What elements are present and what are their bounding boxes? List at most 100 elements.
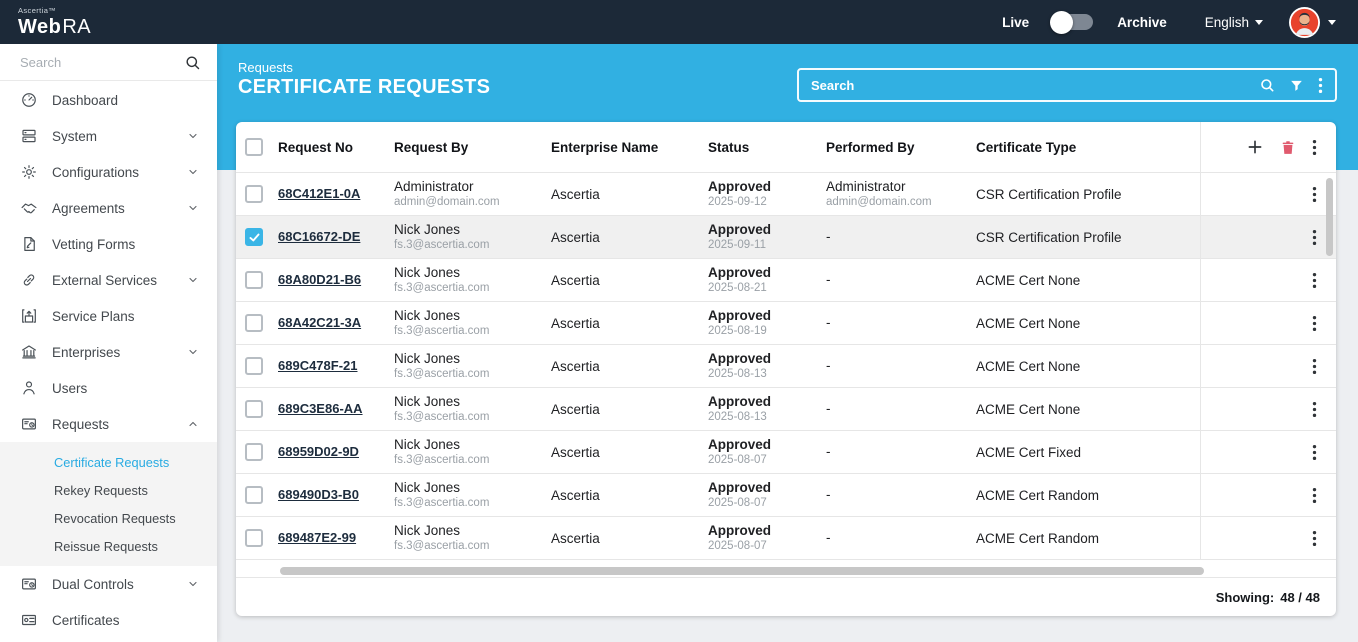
column-header-request-no: Request No <box>278 139 354 155</box>
sidebar-item-system[interactable]: System <box>0 118 217 154</box>
row-menu-kebab-icon[interactable] <box>1312 272 1317 289</box>
table-row: 68C16672-DE Nick Jones fs.3@ascertia.com As… <box>236 215 1336 258</box>
row-checkbox[interactable] <box>245 314 263 332</box>
row-menu-kebab-icon[interactable] <box>1312 487 1317 504</box>
table-header-row: Request No Request By Enterprise Name Statu… <box>236 122 1336 172</box>
vertical-scrollbar-thumb[interactable] <box>1326 178 1333 256</box>
sidebar-item-label: Enterprises <box>52 344 121 360</box>
column-header-request-by: Request By <box>394 139 469 155</box>
request-by-email: admin@domain.com <box>394 196 500 209</box>
row-checkbox[interactable] <box>245 400 263 418</box>
live-archive-toggle[interactable] <box>1050 10 1094 34</box>
sidebar-search-input[interactable] <box>0 44 217 80</box>
row-menu-kebab-icon[interactable] <box>1312 444 1317 461</box>
row-menu-kebab-icon[interactable] <box>1312 530 1317 547</box>
chevron-down-icon <box>187 346 199 358</box>
row-checkbox[interactable] <box>245 228 263 246</box>
request-by-name: Nick Jones <box>394 479 461 495</box>
horizontal-scrollbar <box>236 565 1336 577</box>
table-menu-kebab-icon[interactable] <box>1312 139 1317 156</box>
certificate-requests-table: Request No Request By Enterprise Name Statu… <box>236 122 1336 616</box>
performed-by-name: - <box>826 401 831 417</box>
request-no-link[interactable]: 689C478F-21 <box>278 358 358 373</box>
row-checkbox[interactable] <box>245 486 263 504</box>
request-no-link[interactable]: 68959D02-9D <box>278 444 359 459</box>
sidebar-item-dashboard[interactable]: Dashboard <box>0 82 217 118</box>
user-menu[interactable] <box>1289 6 1336 38</box>
status-date: 2025-08-07 <box>708 540 767 553</box>
row-checkbox[interactable] <box>245 185 263 203</box>
sidebar-item-label: Vetting Forms <box>52 236 136 252</box>
showing-label: Showing: <box>1215 589 1275 605</box>
sidebar-item-users[interactable]: Users <box>0 370 217 406</box>
language-dropdown[interactable]: English <box>1205 15 1263 30</box>
live-label: Live <box>1002 14 1030 30</box>
request-by-email: fs.3@ascertia.com <box>394 239 490 252</box>
request-no-link[interactable]: 68C412E1-0A <box>278 186 361 201</box>
kebab-icon[interactable] <box>1318 77 1323 94</box>
table-search-input[interactable] <box>811 77 1245 93</box>
status-text: Approved <box>708 350 772 366</box>
app-logo[interactable]: Ascertia™ WebRA <box>18 7 91 37</box>
row-menu-kebab-icon[interactable] <box>1312 358 1317 375</box>
select-all-checkbox[interactable] <box>245 138 263 156</box>
sidebar-item-agreements[interactable]: Agreements <box>0 190 217 226</box>
top-navbar: Ascertia™ WebRA Live Archive English <box>0 0 1358 44</box>
request-no-link[interactable]: 68C16672-DE <box>278 229 361 244</box>
add-request-button[interactable] <box>1246 138 1264 156</box>
certificate-type: ACME Cert Random <box>976 487 1100 503</box>
sidebar-item-configurations[interactable]: Configurations <box>0 154 217 190</box>
sidebar-subitem-certificate-requests[interactable]: Certificate Requests <box>54 454 170 470</box>
row-checkbox[interactable] <box>245 357 263 375</box>
sidebar-item-certificates[interactable]: Certificates <box>0 602 217 638</box>
sidebar-item-item[interactable] <box>0 638 217 642</box>
certificate-type: ACME Cert None <box>976 272 1081 288</box>
row-checkbox[interactable] <box>245 271 263 289</box>
sidebar-item-enterprises[interactable]: Enterprises <box>0 334 217 370</box>
certificates-icon <box>20 611 38 629</box>
request-no-link[interactable]: 689C3E86-AA <box>278 401 363 416</box>
enterprise-name: Ascertia <box>551 530 600 546</box>
sidebar-subitem-reissue-requests[interactable]: Reissue Requests <box>54 538 158 554</box>
row-checkbox[interactable] <box>245 529 263 547</box>
chevron-up-icon <box>187 418 199 430</box>
sidebar-subitem-rekey-requests[interactable]: Rekey Requests <box>54 482 148 498</box>
sidebar-item-external-services[interactable]: External Services <box>0 262 217 298</box>
sidebar-item-dual-controls[interactable]: Dual Controls <box>0 566 217 602</box>
request-by-name: Nick Jones <box>394 264 461 280</box>
performed-by-name: - <box>826 272 831 288</box>
filter-icon[interactable] <box>1289 78 1304 93</box>
certificate-type: ACME Cert None <box>976 315 1081 331</box>
horizontal-scrollbar-thumb[interactable] <box>280 567 1204 575</box>
request-no-link[interactable]: 68A42C21-3A <box>278 315 362 330</box>
certificate-type: ACME Cert None <box>976 401 1081 417</box>
enterprise-name: Ascertia <box>551 487 600 503</box>
search-icon[interactable] <box>1259 77 1275 93</box>
chevron-down-icon <box>187 166 199 178</box>
request-no-link[interactable]: 689490D3-B0 <box>278 487 359 502</box>
status-date: 2025-08-13 <box>708 368 767 381</box>
sidebar-item-label: Users <box>52 380 88 396</box>
request-no-link[interactable]: 689487E2-99 <box>278 530 357 545</box>
row-menu-kebab-icon[interactable] <box>1312 315 1317 332</box>
language-label: English <box>1204 14 1249 30</box>
performed-by-name: - <box>826 358 831 374</box>
sidebar-item-requests[interactable]: Requests <box>0 406 217 442</box>
sidebar-item-service-plans[interactable]: Service Plans <box>0 298 217 334</box>
table-row: 689487E2-99 Nick Jones fs.3@ascertia.com As… <box>236 516 1336 559</box>
sidebar-subitem-revocation-requests[interactable]: Revocation Requests <box>54 510 176 526</box>
sidebar-item-vetting-forms[interactable]: Vetting Forms <box>0 226 217 262</box>
row-checkbox[interactable] <box>245 443 263 461</box>
delete-button[interactable] <box>1280 139 1296 156</box>
row-menu-kebab-icon[interactable] <box>1312 401 1317 418</box>
row-menu-kebab-icon[interactable] <box>1312 229 1317 246</box>
agreements-icon <box>20 199 38 217</box>
request-no-link[interactable]: 68A80D21-B6 <box>278 272 362 287</box>
table-row: 68C412E1-0A Administrator admin@domain.com… <box>236 172 1336 215</box>
status-text: Approved <box>708 264 772 280</box>
certificate-type: CSR Certification Profile <box>976 186 1122 202</box>
status-text: Approved <box>708 178 772 194</box>
request-by-email: fs.3@ascertia.com <box>394 454 490 467</box>
row-menu-kebab-icon[interactable] <box>1312 186 1317 203</box>
request-by-name: Administrator <box>394 178 474 194</box>
